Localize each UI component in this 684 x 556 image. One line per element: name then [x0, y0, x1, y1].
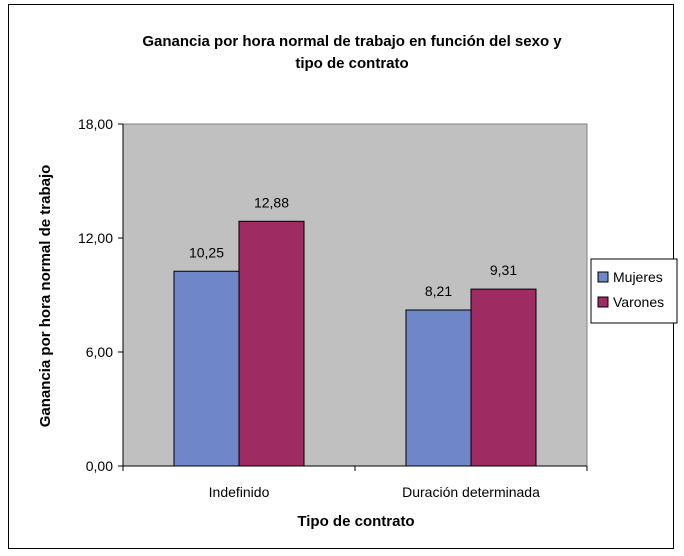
chart-title-line1: Ganancia por hora normal de trabajo en f…	[142, 33, 562, 50]
legend-swatch-varones	[597, 296, 609, 308]
y-axis-title: Ganancia por hora normal de trabajo	[37, 165, 54, 428]
y-tick-label: 18,00	[78, 116, 113, 132]
bar-mujeres-1	[173, 270, 240, 467]
bar-varones-1	[238, 220, 305, 467]
x-axis-title: Tipo de contrato	[297, 513, 414, 530]
chart-title-line2: tipo de contrato	[295, 55, 408, 72]
y-tick-label: 12,00	[78, 230, 113, 246]
data-label: 12,88	[254, 194, 289, 210]
bar-mujeres-2	[405, 309, 472, 467]
legend-swatch-mujeres	[597, 271, 609, 283]
y-tick-label: 6,00	[86, 344, 113, 360]
legend: Mujeres Varones	[590, 258, 678, 324]
legend-label-varones: Varones	[613, 294, 664, 310]
x-tick-label: Duración determinada	[402, 484, 540, 500]
legend-box	[590, 258, 678, 324]
data-label: 8,21	[425, 283, 452, 299]
data-label: 9,31	[490, 262, 517, 278]
bar-varones-2	[470, 288, 537, 467]
y-tick-label: 0,00	[86, 458, 113, 474]
data-label: 10,25	[189, 244, 224, 260]
x-tick-label: Indefinido	[209, 484, 270, 500]
legend-label-mujeres: Mujeres	[613, 269, 663, 285]
